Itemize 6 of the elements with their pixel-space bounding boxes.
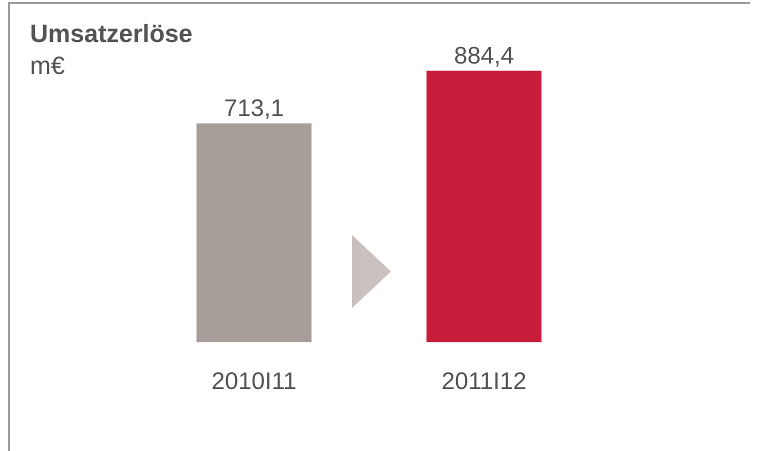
chart-title: Umsatzerlöse (30, 20, 193, 49)
data-label: 884,4 (454, 42, 514, 70)
x-tick-label: 2010I11 (212, 368, 296, 396)
chart-subtitle: m€ (30, 52, 65, 81)
x-tick-label: 2011I12 (442, 368, 526, 396)
data-label: 713,1 (224, 94, 284, 122)
